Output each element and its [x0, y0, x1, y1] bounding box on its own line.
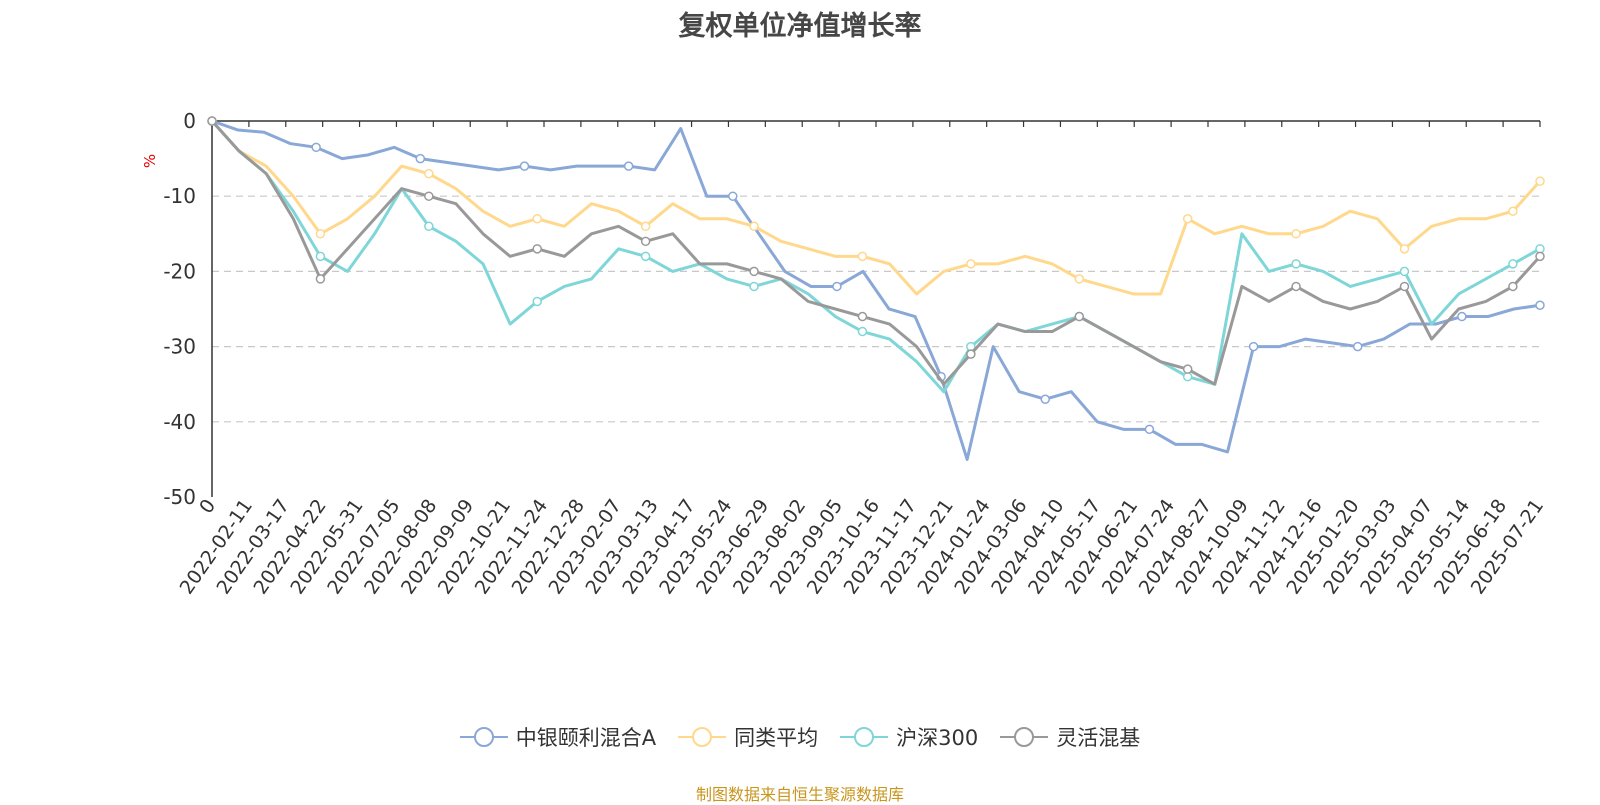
series-line-1 [210, 119, 1542, 296]
legend-marker-icon [459, 727, 508, 747]
data-point [1182, 364, 1193, 374]
data-point [857, 251, 868, 262]
data-point [749, 281, 759, 292]
data-point [1074, 274, 1085, 284]
data-point [1291, 259, 1301, 269]
legend-label: 灵活混基 [1056, 726, 1141, 750]
data-point [532, 296, 542, 307]
data-point [415, 153, 426, 164]
data-point [832, 281, 842, 292]
data-point [966, 259, 976, 269]
x-tick-label: 0 [195, 495, 220, 518]
data-point [532, 244, 542, 254]
legend-marker-icon [840, 727, 889, 747]
chart-title: 复权单位净值增长率 [678, 11, 922, 42]
data-point [749, 221, 759, 232]
data-point [1248, 341, 1259, 352]
data-point [1399, 244, 1410, 254]
y-tick-label: -40 [163, 410, 196, 434]
axes [211, 120, 1541, 497]
data-point [640, 221, 651, 232]
data-point [728, 191, 738, 201]
legend-item-0[interactable]: 中银颐利混合A [459, 722, 657, 752]
series-lines [207, 116, 1545, 461]
data-point [640, 236, 651, 247]
data-point [424, 221, 434, 232]
data-point [1508, 281, 1518, 292]
legend-item-2[interactable]: 沪深300 [840, 722, 978, 752]
data-point [1182, 214, 1193, 224]
data-point [1399, 281, 1410, 292]
data-point [311, 142, 321, 153]
data-point [966, 349, 976, 359]
y-tick-label: 0 [183, 109, 196, 133]
legend-marker-icon [1000, 727, 1049, 747]
data-point [207, 116, 217, 126]
data-point [1457, 311, 1467, 322]
data-point [749, 266, 759, 277]
grid-lines [212, 195, 1540, 423]
y-tick-label: -30 [163, 335, 196, 359]
data-point [1535, 300, 1545, 310]
legend-label: 中银颐利混合A [515, 726, 657, 750]
data-point [1508, 259, 1518, 269]
data-point [623, 161, 634, 171]
legend-label: 同类平均 [734, 726, 819, 750]
data-point [424, 191, 434, 201]
legend-item-3[interactable]: 灵活混基 [1000, 722, 1140, 752]
tick-labels: 0-10-20-30-40-50 02022-02-112022-03-17202… [163, 109, 1548, 598]
legend-item-1[interactable]: 同类平均 [678, 722, 818, 752]
data-point [857, 326, 868, 337]
data-point [532, 214, 542, 224]
legend: 中银颐利混合A 同类平均 沪深300 灵活混基 [0, 722, 1600, 752]
data-point [1399, 266, 1410, 277]
data-point [1291, 229, 1301, 239]
data-point [315, 229, 326, 239]
series-line-0 [211, 119, 1541, 461]
data-source-note: 制图数据来自恒生聚源数据库 [695, 785, 904, 804]
legend-label: 沪深300 [896, 726, 979, 750]
legend-marker-icon [678, 727, 727, 747]
data-point [315, 274, 326, 284]
data-point [1535, 176, 1545, 186]
data-point [1291, 281, 1301, 292]
y-tick-label: -50 [163, 485, 196, 509]
data-point [1535, 251, 1545, 262]
data-point [1352, 341, 1363, 352]
data-point [640, 251, 651, 262]
data-point [1074, 311, 1085, 322]
data-point [315, 251, 326, 262]
y-tick-label: -20 [163, 259, 196, 283]
data-point [1508, 206, 1518, 216]
data-point [857, 311, 868, 322]
y-tick-label: -10 [163, 184, 196, 208]
data-point [519, 161, 530, 171]
data-point [424, 168, 434, 179]
series-line-2 [210, 119, 1541, 394]
data-point [1040, 394, 1051, 404]
data-point [1144, 424, 1155, 435]
